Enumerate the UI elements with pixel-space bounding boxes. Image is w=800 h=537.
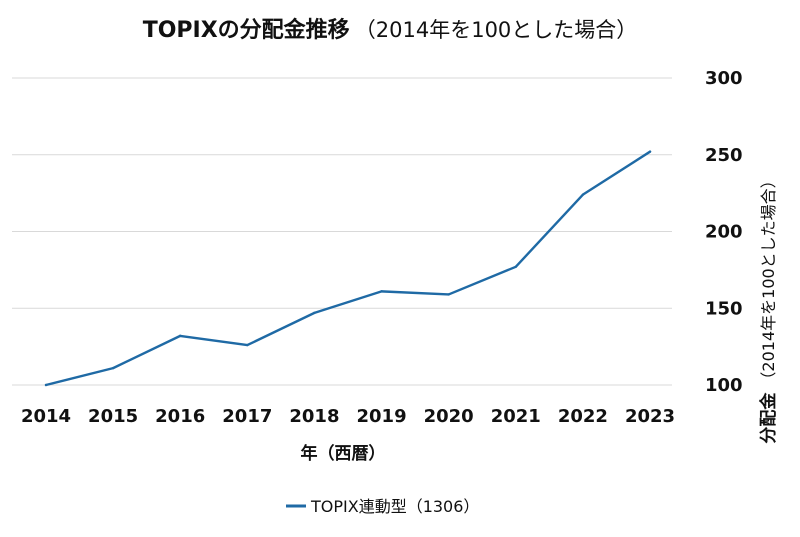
- y-axis-title: 分配金 （2014年を100とした場合）: [758, 172, 779, 443]
- y-tick-label-250: 250: [705, 145, 743, 166]
- x-tick-label-2014: 2014: [21, 406, 71, 427]
- chart-title-sub: （2014年を100とした場合）: [355, 18, 638, 42]
- data-point-2021: [514, 265, 517, 269]
- data-point-2018: [313, 311, 316, 315]
- chart-title-main: TOPIXの分配金推移: [143, 17, 350, 43]
- y-axis-title-main: 分配金: [758, 392, 779, 444]
- x-axis-ticks: 2014 2015 2016 2017 2018 2019 2020 2021 2022 2023: [21, 406, 675, 427]
- chart-title: TOPIXの分配金推移 （2014年を100とした場合）: [143, 17, 638, 43]
- x-tick-label-2020: 2020: [424, 406, 474, 427]
- x-tick-label-2023: 2023: [625, 406, 675, 427]
- y-axis-ticks: 100 150 200 250 300: [705, 68, 743, 396]
- series-layer: [44, 150, 652, 387]
- data-point-2020: [447, 293, 450, 296]
- x-tick-label-2019: 2019: [357, 406, 407, 427]
- data-point-2017: [246, 343, 249, 347]
- legend-label: TOPIX連動型（1306）: [310, 497, 479, 516]
- y-tick-label-300: 300: [705, 68, 743, 89]
- x-tick-label-2016: 2016: [155, 406, 205, 427]
- x-tick-label-2022: 2022: [558, 406, 608, 427]
- data-point-2016: [179, 334, 182, 338]
- x-axis-title: 年（西暦）: [301, 443, 386, 464]
- data-point-2015: [111, 366, 115, 370]
- data-point-2014: [44, 383, 48, 387]
- x-tick-label-2017: 2017: [222, 406, 272, 427]
- legend: TOPIX連動型（1306）: [286, 497, 479, 516]
- data-point-2023: [648, 150, 652, 153]
- y-axis-title-sub: （2014年を100とした場合）: [759, 172, 778, 387]
- series-line-0: [44, 150, 652, 387]
- data-point-2022: [581, 193, 585, 196]
- data-point-2019: [380, 290, 383, 293]
- x-tick-label-2015: 2015: [88, 406, 138, 427]
- y-tick-label-150: 150: [705, 298, 743, 319]
- x-tick-label-2021: 2021: [491, 406, 541, 427]
- x-tick-label-2018: 2018: [289, 406, 339, 427]
- gridlines: [12, 77, 672, 386]
- y-tick-label-100: 100: [705, 375, 743, 396]
- y-tick-label-200: 200: [705, 222, 743, 243]
